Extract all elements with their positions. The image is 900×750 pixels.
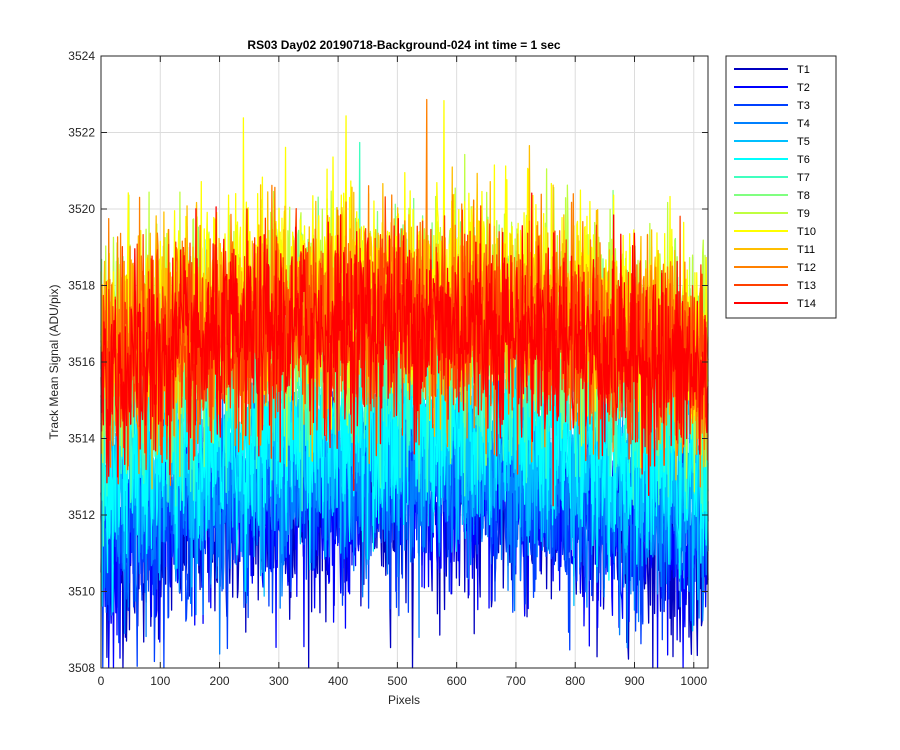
- y-tick-label: 3510: [68, 585, 95, 599]
- legend-label-t8: T8: [797, 190, 810, 202]
- x-tick-label: 300: [269, 674, 289, 688]
- legend-label-t5: T5: [797, 136, 810, 148]
- y-axis-label: Track Mean Signal (ADU/pix): [47, 285, 61, 440]
- legend-label-t14: T14: [797, 298, 816, 310]
- ticks: 0 100 200 300 400 500 600 700 800 900 1000 3508 3510…: [68, 49, 708, 688]
- legend-box: [725, 55, 837, 319]
- legend-label-t3: T3: [797, 100, 810, 112]
- chart-title: RS03 Day02 20190718-Background-024 int t…: [247, 38, 560, 52]
- x-tick-label: 1000: [680, 674, 707, 688]
- legend: T1 T2 T3 T4 T5 T6 T7 T8 T9 T10 T11 T12 T13 T14: [725, 55, 837, 319]
- legend-label-t10: T10: [797, 226, 816, 238]
- series-group: [100, 98, 709, 669]
- legend-label-t6: T6: [797, 154, 810, 166]
- y-tick-label: 3524: [68, 49, 95, 63]
- legend-label-t11: T11: [797, 244, 815, 256]
- y-tick-label: 3508: [68, 661, 95, 675]
- legend-label-t7: T7: [797, 172, 810, 184]
- x-axis-label: Pixels: [388, 693, 420, 707]
- x-tick-label: 700: [506, 674, 526, 688]
- x-tick-label: 100: [150, 674, 170, 688]
- legend-label-t9: T9: [797, 208, 810, 220]
- y-tick-label: 3512: [68, 508, 95, 522]
- y-tick-label: 3514: [68, 432, 95, 446]
- legend-label-t13: T13: [797, 280, 816, 292]
- y-tick-label: 3516: [68, 355, 95, 369]
- x-tick-label: 800: [565, 674, 585, 688]
- x-tick-label: 900: [624, 674, 644, 688]
- series-line-t14: [100, 192, 709, 507]
- y-tick-label: 3518: [68, 279, 95, 293]
- legend-label-t1: T1: [797, 64, 810, 76]
- x-tick-label: 200: [210, 674, 230, 688]
- x-tick-label: 600: [447, 674, 467, 688]
- y-tick-label: 3520: [68, 202, 95, 216]
- legend-label-t2: T2: [797, 82, 810, 94]
- y-tick-label: 3522: [68, 126, 95, 140]
- legend-label-t4: T4: [797, 118, 810, 130]
- legend-label-t12: T12: [797, 262, 816, 274]
- series-line-t6: [100, 259, 709, 613]
- x-tick-label: 400: [328, 674, 348, 688]
- x-tick-label: 0: [98, 674, 105, 688]
- x-tick-label: 500: [387, 674, 407, 688]
